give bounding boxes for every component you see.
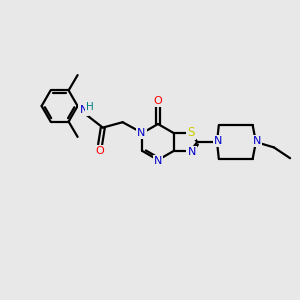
- Text: O: O: [154, 96, 162, 106]
- Text: O: O: [96, 146, 104, 156]
- Text: N: N: [154, 156, 162, 166]
- Text: N: N: [188, 147, 196, 157]
- Text: S: S: [188, 125, 195, 139]
- Text: N: N: [137, 128, 146, 137]
- Text: N: N: [214, 136, 222, 146]
- Text: H: H: [86, 102, 94, 112]
- Text: N: N: [253, 136, 261, 146]
- Text: N: N: [80, 105, 88, 115]
